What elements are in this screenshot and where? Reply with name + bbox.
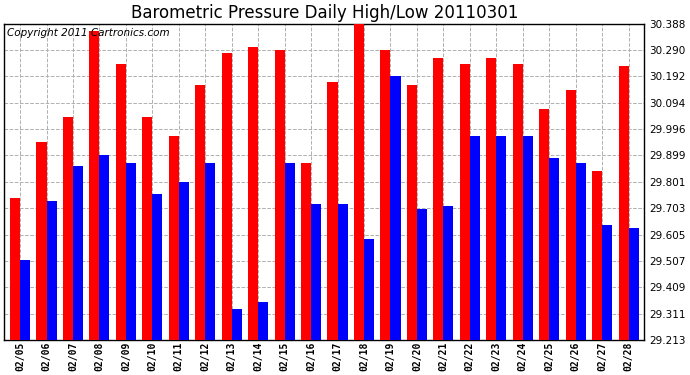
Bar	[575, 163, 586, 340]
Bar	[539, 110, 549, 340]
Bar	[592, 171, 602, 340]
Text: Copyright 2011 Cartronics.com: Copyright 2011 Cartronics.com	[8, 28, 170, 39]
Bar	[10, 198, 20, 340]
Bar	[116, 64, 126, 340]
Bar	[460, 64, 470, 340]
Bar	[602, 225, 612, 340]
Bar	[433, 58, 444, 340]
Bar	[285, 163, 295, 340]
Bar	[618, 66, 629, 340]
Bar	[221, 53, 232, 340]
Bar	[126, 163, 136, 340]
Bar	[407, 85, 417, 340]
Bar	[258, 302, 268, 340]
Bar	[99, 155, 110, 340]
Bar	[549, 158, 560, 340]
Bar	[380, 50, 391, 340]
Bar	[232, 309, 241, 340]
Bar	[37, 142, 46, 340]
Bar	[444, 206, 453, 340]
Bar	[248, 47, 258, 340]
Bar	[364, 238, 374, 340]
Bar	[152, 194, 162, 340]
Bar	[470, 136, 480, 340]
Bar	[496, 136, 506, 340]
Bar	[142, 117, 152, 340]
Bar	[513, 64, 523, 340]
Bar	[73, 166, 83, 340]
Bar	[63, 117, 73, 340]
Bar	[311, 204, 321, 340]
Bar	[354, 15, 364, 340]
Bar	[275, 50, 285, 340]
Bar	[328, 82, 337, 340]
Title: Barometric Pressure Daily High/Low 20110301: Barometric Pressure Daily High/Low 20110…	[130, 4, 518, 22]
Bar	[90, 31, 99, 340]
Bar	[566, 90, 575, 340]
Bar	[486, 58, 496, 340]
Bar	[337, 204, 348, 340]
Bar	[629, 228, 639, 340]
Bar	[169, 136, 179, 340]
Bar	[205, 163, 215, 340]
Bar	[179, 182, 189, 340]
Bar	[417, 209, 427, 340]
Bar	[301, 163, 311, 340]
Bar	[391, 76, 400, 340]
Bar	[20, 260, 30, 340]
Bar	[195, 85, 205, 340]
Bar	[46, 201, 57, 340]
Bar	[523, 136, 533, 340]
